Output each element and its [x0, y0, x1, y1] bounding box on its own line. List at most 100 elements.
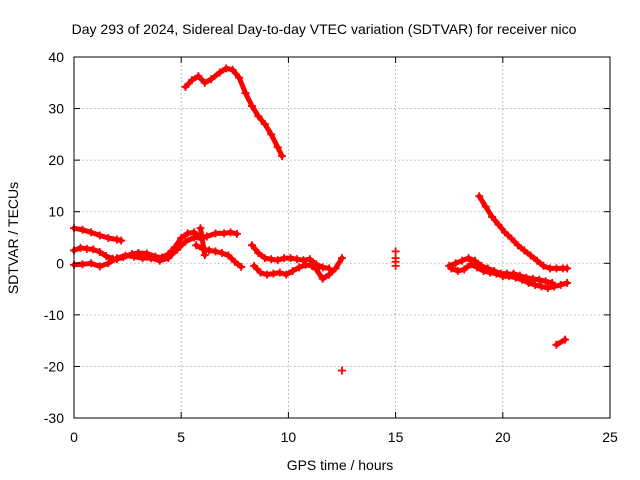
isolated-point [391, 261, 400, 270]
series-point [226, 228, 235, 237]
series-point [494, 220, 503, 229]
series-point [181, 82, 190, 91]
series-point [237, 262, 246, 271]
series-point [451, 259, 460, 268]
series-point [466, 260, 475, 269]
series-point [254, 112, 263, 121]
y-tick-label: 20 [48, 152, 64, 168]
series-point [250, 261, 259, 270]
series-point [475, 192, 484, 201]
series-point [112, 235, 121, 244]
series-point [526, 251, 535, 260]
series-point [528, 274, 537, 283]
series-point [155, 256, 164, 265]
series-point [192, 241, 201, 250]
y-tick-label: -30 [44, 410, 64, 426]
series-point [492, 269, 501, 278]
series-point [177, 234, 186, 243]
series-point [247, 101, 256, 110]
points-layer [338, 247, 400, 375]
series-point [112, 254, 121, 263]
series-point [275, 268, 284, 277]
x-tick-label: 10 [281, 429, 297, 445]
series-point [533, 256, 542, 265]
series-point [543, 284, 552, 293]
series-point [307, 261, 316, 270]
x-tick-label: 0 [70, 429, 78, 445]
series-point [164, 254, 173, 263]
series-point [560, 335, 569, 344]
series-point [541, 277, 550, 286]
series-point [260, 254, 269, 263]
series-point [194, 72, 203, 81]
x-tick-label: 15 [388, 429, 404, 445]
series-point [530, 280, 539, 289]
series-point [539, 261, 548, 270]
y-axis-label: SDTVAR / TECUs [5, 182, 21, 294]
series-point [121, 251, 130, 260]
series-point [513, 241, 522, 250]
series-point [87, 259, 96, 268]
series-point [207, 75, 216, 84]
series-point [200, 251, 209, 260]
y-tick-label: 10 [48, 204, 64, 220]
series-point [190, 233, 199, 242]
series-point [292, 255, 301, 264]
series-point [78, 260, 87, 269]
y-tick-label: 0 [56, 255, 64, 271]
series-point [256, 268, 265, 277]
series-point [552, 340, 561, 349]
series-point [220, 229, 229, 238]
series-point [460, 265, 469, 274]
series-point [505, 272, 514, 281]
series-point [89, 245, 98, 254]
y-tick-label: 30 [48, 101, 64, 117]
series-point [556, 280, 565, 289]
isolated-point [338, 366, 346, 375]
x-tick-label: 5 [177, 429, 185, 445]
series-point [464, 254, 473, 263]
series-point [222, 64, 231, 73]
series-point [305, 255, 314, 264]
series-point [295, 263, 304, 272]
series-point [187, 76, 196, 85]
series-point [76, 243, 85, 252]
series-point [254, 248, 263, 257]
series-point [485, 268, 494, 277]
series-point [520, 246, 529, 255]
series-point [215, 68, 224, 77]
series-point [200, 78, 209, 87]
series-point [338, 254, 346, 263]
series-point [95, 247, 104, 256]
grid-layer [74, 57, 610, 418]
series-point [267, 130, 276, 139]
series-point [282, 270, 291, 279]
series-layer [70, 64, 572, 349]
series-point [548, 278, 557, 287]
series-point [138, 254, 147, 263]
series-point [537, 282, 546, 291]
series-point [104, 259, 113, 268]
series-point [522, 273, 531, 282]
series-arc-c [71, 235, 206, 269]
series-arc-d [183, 65, 285, 159]
series-point [102, 252, 111, 261]
series-point [117, 236, 126, 245]
series-point [470, 256, 479, 265]
series-point [301, 260, 310, 269]
series-point [288, 267, 297, 276]
x-tick-label: 20 [495, 429, 511, 445]
series-point [479, 267, 488, 276]
series-point [458, 256, 467, 265]
x-tick-label: 25 [602, 429, 618, 445]
series-point [104, 234, 113, 243]
series-point [488, 212, 497, 221]
series-point [87, 228, 96, 237]
series-point [172, 245, 181, 254]
series-point [277, 152, 286, 161]
series-point [130, 252, 139, 261]
series-point [247, 241, 256, 250]
series-point [181, 237, 190, 246]
